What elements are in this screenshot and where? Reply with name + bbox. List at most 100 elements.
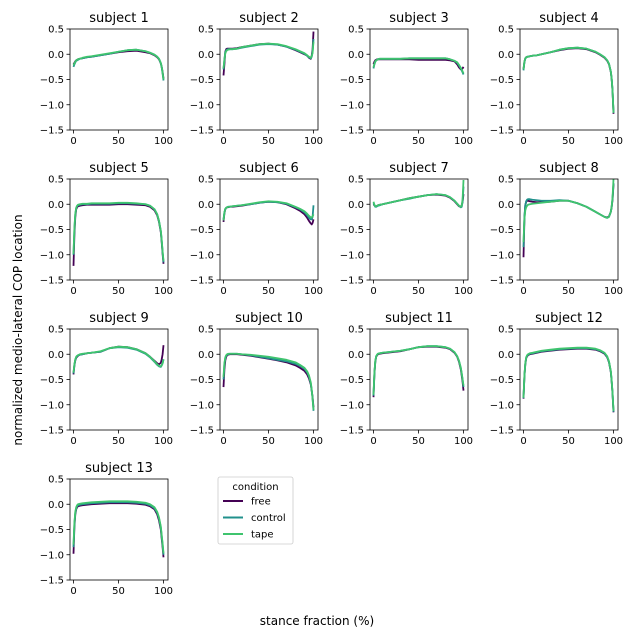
x-tick-label: 0 — [370, 286, 376, 297]
series-line-free — [72, 49, 165, 79]
plot-frame — [69, 328, 169, 431]
y-tick-label: −1.0 — [40, 550, 64, 561]
plot-frame — [519, 28, 619, 131]
series-line-tape — [522, 46, 615, 113]
y-tick-label: −1.0 — [40, 400, 64, 411]
y-tick-label: −1.0 — [340, 250, 364, 261]
subplot: 0.5 0.0 −0.5 −1.0 −1.5 0 50 100 subject 8 — [490, 161, 623, 297]
subplot: 0.5 0.0 −0.5 −1.0 −1.5 0 50 100 subject 9 — [40, 311, 173, 447]
subplot-title: subject 12 — [535, 311, 603, 326]
y-tick-label: −0.5 — [490, 375, 514, 386]
subplot-title: subject 10 — [235, 311, 303, 326]
series-line-free — [372, 58, 465, 71]
x-tick-label: 100 — [304, 436, 323, 447]
y-tick-label: −0.5 — [40, 525, 64, 536]
subplot: 0.5 0.0 −0.5 −1.0 −1.5 0 50 100 subject 6 — [190, 161, 323, 297]
series-line-free — [372, 345, 465, 398]
series-line-tape — [72, 48, 165, 80]
x-tick-label: 0 — [520, 286, 526, 297]
plot-frame — [219, 178, 319, 281]
y-tick-label: 0.0 — [348, 200, 364, 211]
y-tick-label: −0.5 — [40, 225, 64, 236]
y-tick-label: 0.5 — [198, 175, 214, 186]
y-tick-label: −1.5 — [40, 426, 64, 437]
plot-frame — [69, 178, 169, 281]
plot-frame — [219, 328, 319, 431]
subplot: 0.5 0.0 −0.5 −1.0 −1.5 0 50 100 subject 3 — [340, 11, 473, 147]
series-line-control — [72, 501, 165, 555]
x-tick-label: 50 — [112, 286, 125, 297]
x-tick-label: 100 — [604, 136, 623, 147]
y-tick-label: 0.5 — [198, 325, 214, 336]
x-tick-label: 100 — [454, 286, 473, 297]
x-tick-label: 100 — [154, 286, 173, 297]
y-tick-label: 0.0 — [498, 50, 514, 61]
y-tick-label: −0.5 — [340, 75, 364, 86]
y-tick-label: −1.0 — [40, 100, 64, 111]
y-tick-label: 0.5 — [48, 25, 64, 36]
y-tick-label: 0.0 — [48, 500, 64, 511]
x-tick-label: 50 — [262, 436, 275, 447]
x-tick-label: 0 — [520, 436, 526, 447]
y-tick-label: −1.0 — [190, 250, 214, 261]
subplot: 0.5 0.0 −0.5 −1.0 −1.5 0 50 100 subject 10 — [190, 311, 323, 447]
x-tick-label: 0 — [370, 436, 376, 447]
y-tick-label: 0.5 — [348, 175, 364, 186]
y-tick-label: −0.5 — [190, 75, 214, 86]
plot-frame — [369, 28, 469, 131]
x-tick-label: 50 — [412, 286, 425, 297]
plot-frame — [369, 178, 469, 281]
series-line-control — [72, 48, 165, 81]
x-tick-label: 50 — [562, 286, 575, 297]
series-line-control — [72, 202, 165, 263]
y-tick-label: 0.5 — [48, 475, 64, 486]
y-tick-label: −1.0 — [190, 100, 214, 111]
series-line-control — [222, 352, 315, 411]
y-tick-label: −1.0 — [490, 250, 514, 261]
subplot-title: subject 4 — [539, 11, 599, 26]
x-tick-label: 50 — [562, 136, 575, 147]
x-tick-label: 100 — [454, 436, 473, 447]
series-line-tape — [222, 200, 315, 221]
series-line-tape — [372, 57, 465, 74]
series-line-tape — [522, 346, 615, 411]
y-tick-label: −0.5 — [490, 225, 514, 236]
x-tick-label: 0 — [520, 136, 526, 147]
y-axis-label: normalized medio-lateral COP location — [11, 214, 25, 445]
x-tick-label: 100 — [604, 286, 623, 297]
y-tick-label: −0.5 — [190, 225, 214, 236]
y-tick-label: 0.5 — [198, 25, 214, 36]
y-tick-label: 0.5 — [48, 325, 64, 336]
y-tick-label: −1.5 — [340, 426, 364, 437]
y-tick-label: −1.5 — [190, 426, 214, 437]
x-tick-label: 50 — [562, 436, 575, 447]
subplot-title: subject 9 — [89, 311, 149, 326]
y-tick-label: 0.0 — [348, 350, 364, 361]
y-tick-label: −0.5 — [190, 375, 214, 386]
x-tick-label: 100 — [304, 136, 323, 147]
series-line-free — [522, 47, 615, 114]
series-line-tape — [372, 345, 465, 395]
y-tick-label: 0.0 — [498, 350, 514, 361]
legend-box — [217, 476, 294, 545]
subplot-title: subject 3 — [389, 11, 449, 26]
y-tick-label: −0.5 — [40, 75, 64, 86]
x-tick-label: 100 — [154, 586, 173, 597]
y-tick-label: 0.5 — [48, 175, 64, 186]
y-tick-label: −1.0 — [340, 100, 364, 111]
y-tick-label: −1.5 — [340, 276, 364, 287]
y-tick-label: 0.5 — [348, 325, 364, 336]
series-line-free — [522, 347, 615, 413]
series-line-free — [72, 345, 165, 375]
series-line-control — [522, 46, 615, 113]
x-tick-label: 0 — [70, 586, 76, 597]
x-tick-label: 0 — [70, 286, 76, 297]
subplot-title: subject 1 — [89, 11, 149, 26]
y-tick-label: −1.5 — [490, 276, 514, 287]
subplot: 0.5 0.0 −0.5 −1.0 −1.5 0 50 100 subject 4 — [490, 11, 623, 147]
subplot: 0.5 0.0 −0.5 −1.0 −1.5 0 50 100 subject 2 — [190, 11, 323, 147]
x-tick-label: 0 — [370, 136, 376, 147]
y-tick-label: 0.0 — [48, 200, 64, 211]
y-tick-label: −1.0 — [490, 400, 514, 411]
y-tick-label: −1.5 — [190, 126, 214, 137]
